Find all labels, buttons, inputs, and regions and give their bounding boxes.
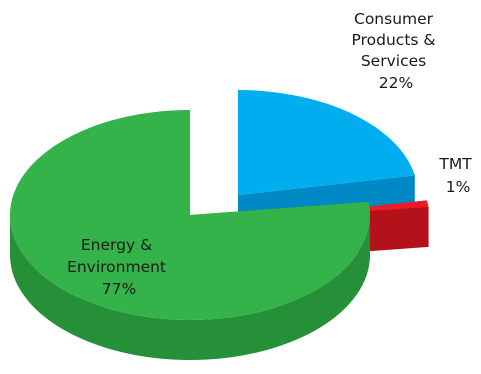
slice-energy-environment [9,110,370,320]
value-label-energy-environment: 77% [102,280,136,298]
value-label-tmt: 1% [446,178,471,196]
slice-tops [9,90,429,320]
label-energy-environment: Energy & Environment 77% [67,236,171,298]
slice-consumer-products-services [238,90,415,195]
value-label-consumer-products: 22% [379,74,413,92]
slice-side-energy-environment [10,215,370,360]
label-tmt: TMT 1% [438,155,476,196]
label-consumer-products: Consumer Products & Services 22% [352,10,441,92]
